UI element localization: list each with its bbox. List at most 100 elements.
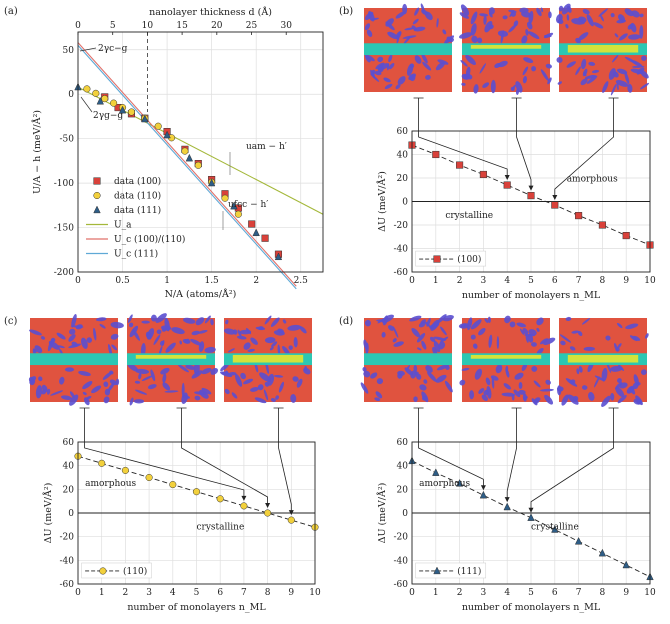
atom-cluster (565, 378, 578, 387)
atom-cluster (177, 364, 189, 373)
atom-cluster (440, 326, 447, 336)
atom-cluster (93, 327, 97, 341)
top-tick-label: 20 (211, 21, 223, 31)
atom-cluster (111, 344, 118, 351)
atom-cluster (247, 348, 255, 352)
atom-cluster (234, 373, 243, 387)
atom-cluster (544, 394, 554, 405)
atom-cluster (271, 341, 278, 348)
atom-cluster (438, 341, 446, 350)
legend-box (81, 562, 152, 579)
data-point-2 (185, 153, 194, 162)
atom-cluster (416, 333, 426, 343)
atom-cluster (460, 4, 470, 16)
top-tick-label: 25 (246, 21, 258, 31)
y-tick-label: 20 (397, 485, 409, 495)
data-point-1 (221, 194, 229, 202)
atom-cluster (165, 342, 176, 353)
atom-cluster (624, 56, 637, 64)
atom-cluster (470, 334, 476, 340)
atom-cluster (547, 77, 552, 85)
atom-cluster (556, 56, 563, 63)
atom-cluster (129, 397, 134, 406)
atom-cluster (425, 74, 431, 80)
data-point-2 (252, 228, 260, 237)
atom-cluster (375, 391, 383, 399)
y-tick-label: -20 (60, 533, 75, 543)
atom-cluster (484, 318, 489, 323)
atom-cluster (470, 11, 478, 25)
atom-cluster (383, 77, 391, 83)
atom-cluster (385, 18, 394, 27)
legend-entry: data (111) (114, 205, 161, 216)
x-tick-label: 0 (75, 276, 81, 286)
x-tick-label: 7 (576, 588, 582, 598)
data-point-1 (110, 99, 118, 107)
atom-cluster (505, 365, 509, 373)
legend-entry: U_a (114, 221, 132, 231)
y-tick-label: 0 (68, 509, 74, 519)
data-point-1 (194, 161, 202, 169)
atom-cluster (277, 344, 281, 356)
snapshot-connector (273, 407, 292, 515)
atom-cluster (578, 32, 589, 41)
y-axis-label: ΔU (meV/Å²) (376, 171, 388, 232)
y-tick-label: -40 (394, 556, 409, 566)
y-tick-label: 20 (397, 174, 409, 184)
atom-cluster (615, 347, 620, 352)
x-tick-label: 6 (217, 588, 223, 598)
y-tick-label: 20 (63, 485, 75, 495)
atom-cluster (395, 84, 401, 90)
panel-label: (d) (339, 316, 353, 327)
atom-cluster (614, 33, 619, 38)
atom-cluster (636, 399, 641, 405)
atom-cluster (153, 334, 161, 345)
top-axis-label: nanolayer thickness d (Å) (149, 6, 272, 18)
atom-cluster (583, 72, 587, 77)
region-label-amorphous: amorphous (85, 479, 136, 489)
atom-cluster (413, 26, 426, 32)
atom-cluster (246, 327, 252, 335)
atom-cluster (220, 363, 229, 372)
atom-cluster (378, 63, 390, 71)
atom-cluster (617, 364, 624, 371)
atom-cluster (566, 61, 577, 68)
atom-cluster (50, 337, 56, 343)
x-tick-label: 1 (433, 588, 439, 598)
atom-cluster (374, 70, 382, 76)
data-point-2 (274, 252, 283, 261)
atom-cluster (616, 322, 623, 329)
x-tick-label: 0 (409, 276, 415, 286)
atom-cluster (255, 326, 266, 331)
data-point (145, 473, 153, 482)
connector-arrowhead (504, 497, 510, 503)
atom-cluster (278, 381, 285, 393)
atom-cluster (69, 328, 76, 335)
atom-cluster (197, 330, 208, 334)
annotation-arrow (79, 47, 97, 52)
atom-cluster (618, 14, 625, 22)
y-tick-label: 40 (397, 462, 409, 472)
top-tick-label: 5 (110, 21, 116, 31)
atom-cluster (482, 82, 490, 88)
x-tick-label: 8 (265, 588, 271, 598)
atom-cluster (377, 56, 384, 63)
atom-cluster (364, 319, 371, 327)
atom-cluster (411, 25, 417, 31)
y-tick-label: -50 (60, 135, 75, 145)
atom-cluster (478, 327, 486, 336)
y-tick-label: -100 (54, 179, 74, 189)
atom-cluster (104, 388, 111, 396)
data-point-2 (141, 114, 149, 123)
atom-cluster (567, 394, 579, 405)
atom-cluster (558, 5, 564, 12)
data-point (598, 221, 606, 229)
amorphous-layer (462, 43, 550, 56)
annotation-arrow (80, 96, 93, 113)
atom-cluster (29, 329, 42, 336)
data-point (503, 181, 511, 189)
atom-cluster (427, 371, 437, 382)
atom-cluster (422, 61, 432, 71)
top-tick-label: 10 (142, 21, 154, 31)
x-tick-label: 10 (644, 276, 656, 286)
